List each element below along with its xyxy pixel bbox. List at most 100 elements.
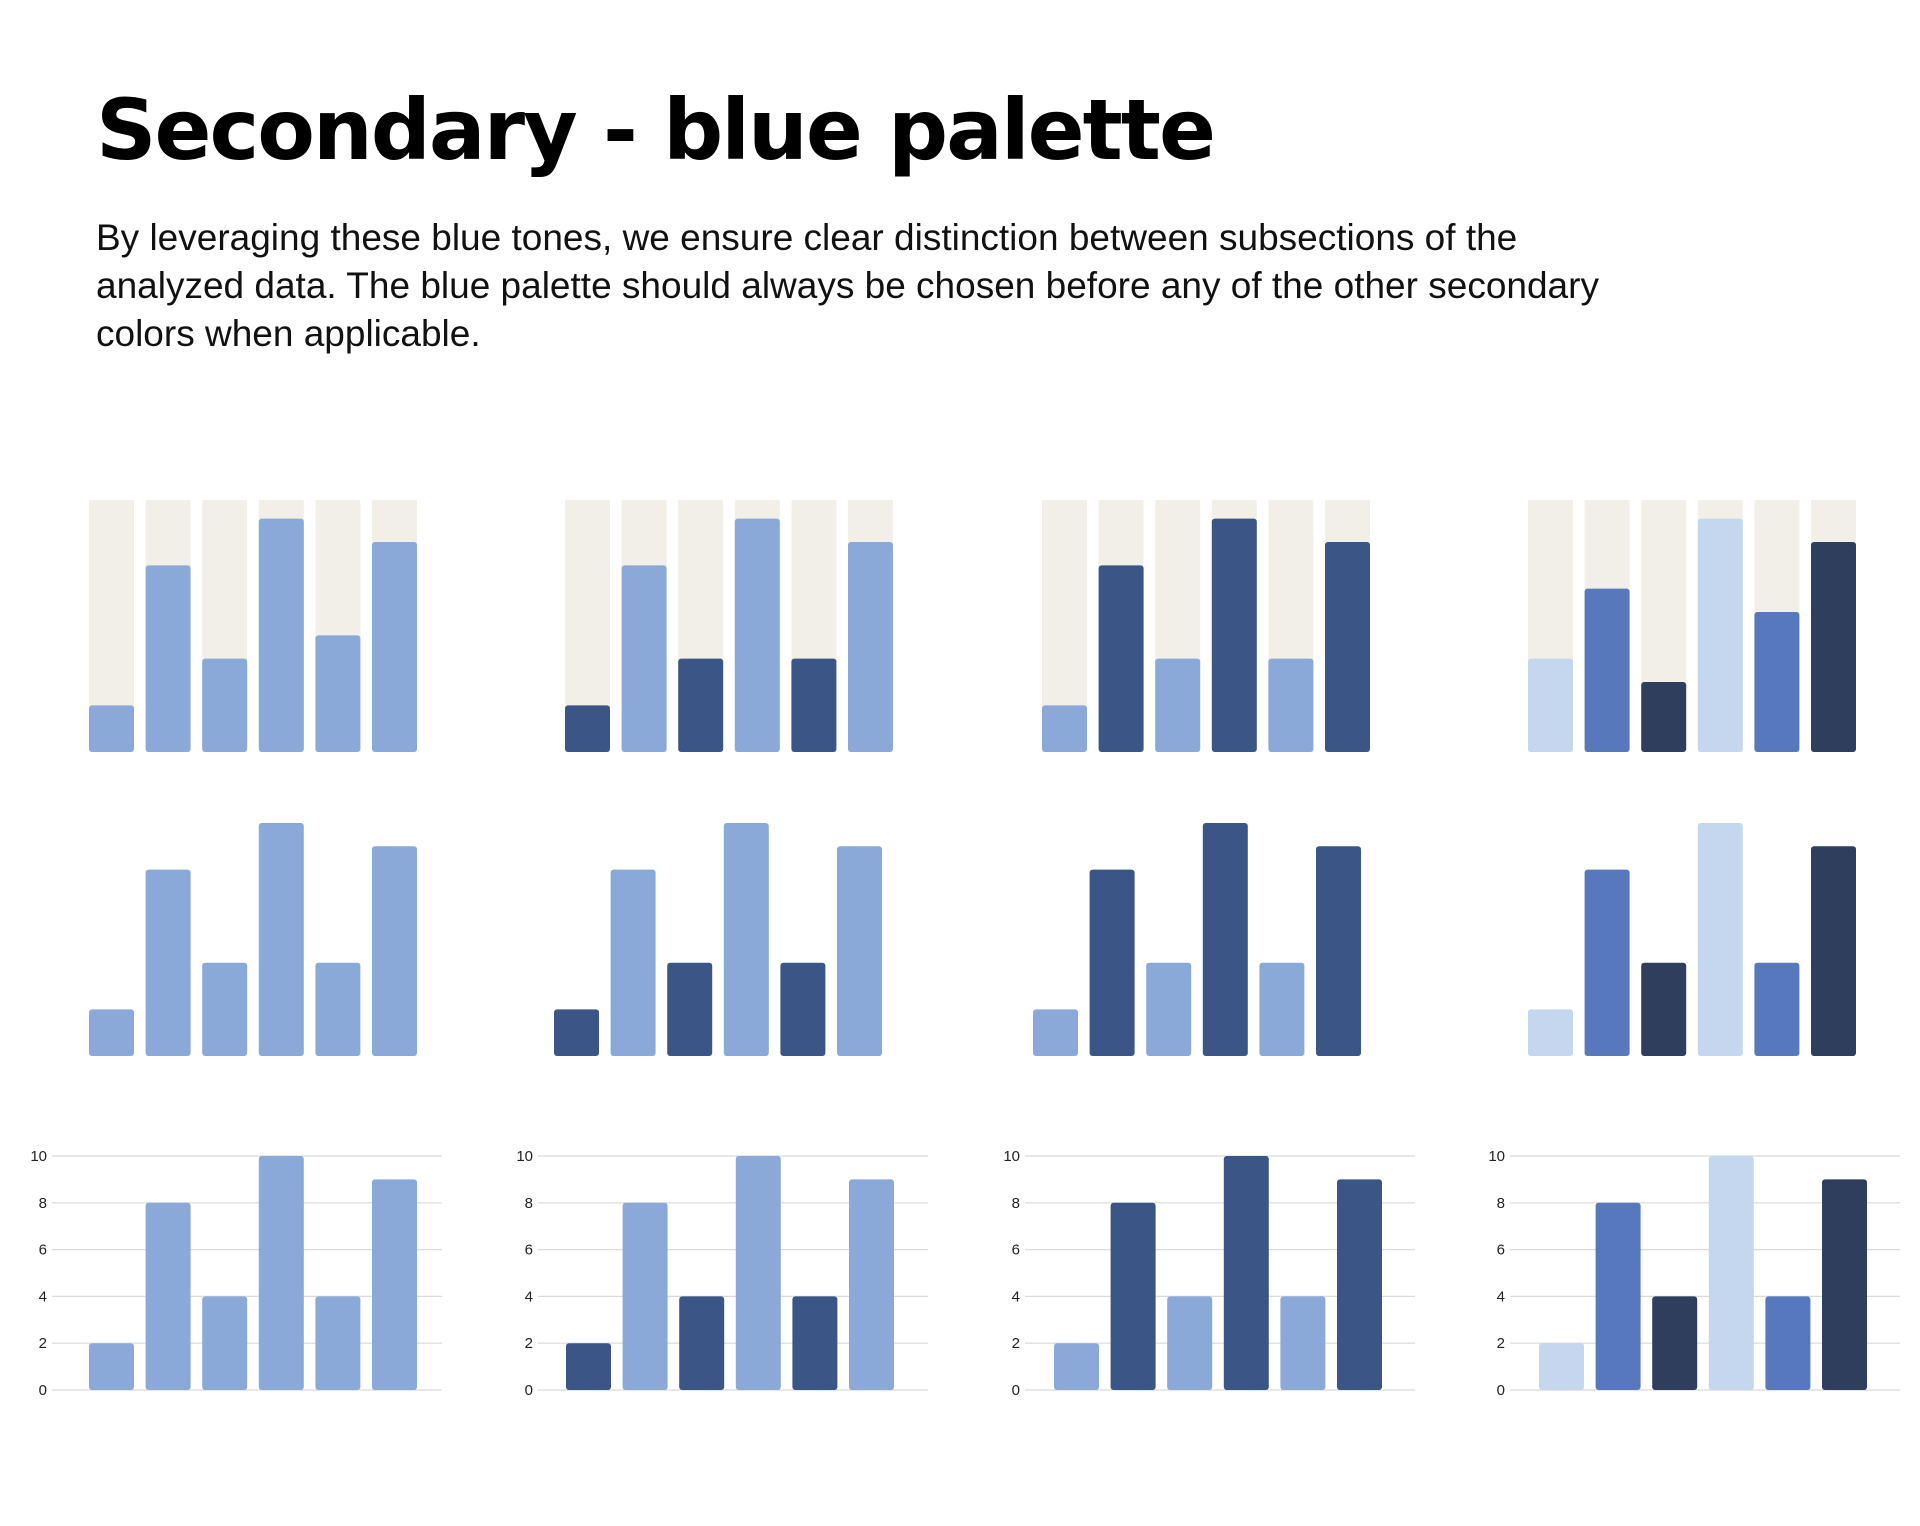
page-description: By leveraging these blue tones, we ensur… xyxy=(96,217,1599,354)
bar xyxy=(1033,1009,1078,1056)
bar xyxy=(372,542,417,752)
bar xyxy=(1765,1296,1811,1390)
y-tick-label: 0 xyxy=(39,1382,47,1399)
bar xyxy=(1811,542,1856,752)
y-tick-label: 2 xyxy=(1012,1335,1020,1352)
bar xyxy=(1337,1179,1382,1390)
bar xyxy=(837,846,882,1056)
bar xyxy=(1223,1156,1269,1390)
bar xyxy=(202,658,248,752)
bar xyxy=(89,705,134,752)
bar xyxy=(1167,1296,1213,1390)
bar xyxy=(315,962,361,1056)
bar xyxy=(89,1343,134,1390)
chart-axis-3: 0 2 4 6 8 10 xyxy=(1003,1148,1415,1399)
y-tick-label: 8 xyxy=(1497,1195,1505,1212)
page-title: Secondary - blue palette xyxy=(96,81,1216,179)
bar xyxy=(1146,962,1192,1056)
y-tick-label: 0 xyxy=(1012,1382,1020,1399)
chart-track-1 xyxy=(89,500,417,752)
bar xyxy=(566,1343,611,1390)
bar xyxy=(1584,588,1630,752)
bar xyxy=(1268,658,1314,752)
bar xyxy=(372,1179,417,1390)
bar xyxy=(610,869,656,1056)
bar xyxy=(1811,846,1856,1056)
bar xyxy=(145,1202,191,1390)
bar xyxy=(145,869,191,1056)
bar xyxy=(1697,823,1743,1056)
bar xyxy=(1641,962,1687,1056)
bar-track xyxy=(89,500,134,752)
y-tick-label: 4 xyxy=(1497,1288,1505,1305)
bar xyxy=(1697,518,1743,752)
bar xyxy=(1528,658,1573,752)
y-tick-label: 6 xyxy=(39,1242,47,1259)
bar xyxy=(1211,518,1257,752)
chart-axis-1: 0 2 4 6 8 10 xyxy=(30,1148,442,1399)
y-tick-label: 10 xyxy=(1488,1148,1505,1165)
y-tick-label: 0 xyxy=(525,1382,533,1399)
y-tick-label: 10 xyxy=(30,1148,47,1165)
bar xyxy=(1595,1202,1641,1390)
bar xyxy=(723,823,769,1056)
y-tick-label: 6 xyxy=(1497,1242,1505,1259)
chart-track-4 xyxy=(1528,500,1856,752)
y-tick-label: 10 xyxy=(1003,1148,1020,1165)
bar xyxy=(1822,1179,1867,1390)
bar xyxy=(145,565,191,752)
chart-plain-4 xyxy=(1528,823,1856,1056)
bar xyxy=(621,565,667,752)
y-tick-label: 8 xyxy=(39,1195,47,1212)
bar xyxy=(1110,1202,1156,1390)
chart-axis-4: 0 2 4 6 8 10 xyxy=(1488,1148,1900,1399)
bar xyxy=(1054,1343,1099,1390)
bar xyxy=(791,658,837,752)
bar xyxy=(1280,1296,1326,1390)
bar xyxy=(202,962,248,1056)
y-tick-label: 6 xyxy=(525,1242,533,1259)
y-tick-label: 4 xyxy=(1012,1288,1020,1305)
chart-plain-3 xyxy=(1033,823,1361,1056)
chart-track-3 xyxy=(1042,500,1370,752)
bar xyxy=(1528,1009,1573,1056)
bar xyxy=(1754,612,1800,752)
chart-axis-2: 0 2 4 6 8 10 xyxy=(516,1148,928,1399)
bar xyxy=(565,705,610,752)
bar xyxy=(1042,705,1087,752)
chart-plain-2 xyxy=(554,823,882,1056)
bar xyxy=(315,1296,361,1390)
bar xyxy=(1155,658,1201,752)
chart-plain-1 xyxy=(89,823,417,1056)
y-tick-label: 0 xyxy=(1497,1382,1505,1399)
bar xyxy=(1708,1156,1754,1390)
y-tick-label: 2 xyxy=(525,1335,533,1352)
bar xyxy=(554,1009,599,1056)
bar xyxy=(1754,962,1800,1056)
chart-track-2 xyxy=(565,500,893,752)
bar xyxy=(1259,962,1305,1056)
bar xyxy=(258,1156,304,1390)
bar xyxy=(735,1156,781,1390)
bar xyxy=(667,962,713,1056)
bar xyxy=(1316,846,1361,1056)
bar xyxy=(849,1179,894,1390)
bar xyxy=(1652,1296,1698,1390)
bar xyxy=(1202,823,1248,1056)
bar xyxy=(1539,1343,1584,1390)
y-tick-label: 4 xyxy=(525,1288,533,1305)
bar xyxy=(734,518,780,752)
y-tick-label: 2 xyxy=(1497,1335,1505,1352)
bar xyxy=(1584,869,1630,1056)
bar xyxy=(315,635,361,752)
bar xyxy=(258,823,304,1056)
bar xyxy=(258,518,304,752)
y-tick-label: 8 xyxy=(525,1195,533,1212)
bar xyxy=(780,962,826,1056)
bar xyxy=(1089,869,1135,1056)
bar xyxy=(202,1296,248,1390)
y-tick-label: 8 xyxy=(1012,1195,1020,1212)
bar xyxy=(1325,542,1370,752)
y-tick-label: 2 xyxy=(39,1335,47,1352)
